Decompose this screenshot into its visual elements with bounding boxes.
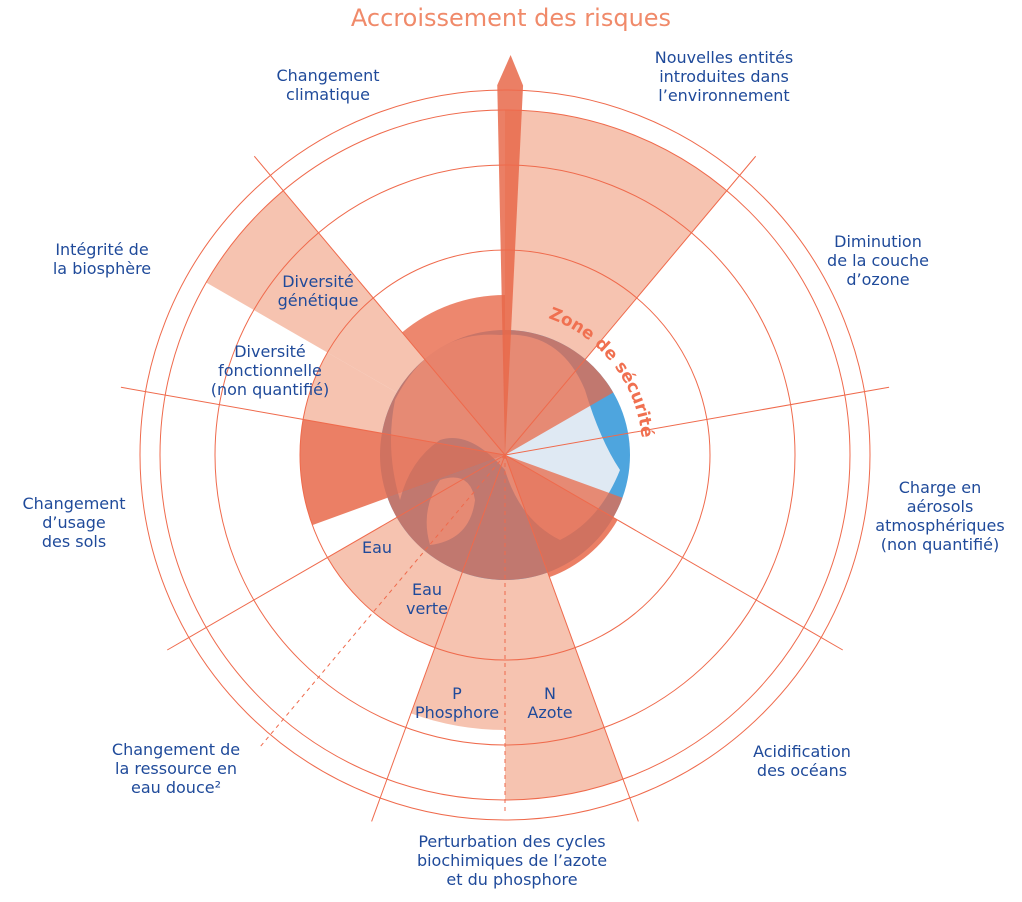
boundary-label: Intégrité de la biosphère [53,240,151,278]
boundary-label: Charge en aérosols atmosphériques (non quan… [875,478,1004,554]
label-line: Eau [411,580,443,599]
wedge [505,455,618,578]
label-line: Diminution [834,232,922,251]
sub-label: P Phosphore [415,684,499,722]
label-line: (non quantifié) [880,535,1000,554]
label-line: Acidification [753,742,851,761]
boundary-label: Nouvelles entités introduites dans l’envir… [655,48,794,105]
label-line: Charge en [898,478,982,497]
sub-label: Diversité fonctionnelle (non quantifié) [211,342,330,399]
boundary-label: Diminution de la couche d’ozone [827,232,929,289]
label-line: génétique [277,291,359,310]
sub-label: N Azote [527,684,572,722]
label-line: Intégrité de [55,240,149,259]
label-line: Changement de [111,740,241,759]
label-line: eau douce² [130,778,221,797]
label-line: (non quantifié) [210,380,330,399]
label-line: l’environnement [658,86,790,105]
wedge [387,455,548,580]
wedge [381,359,505,455]
label-line: d’ozone [846,270,910,289]
sub-label: Eau [362,538,392,557]
wedge [505,455,623,518]
label-line: N [544,684,556,703]
label-line: biochimiques de l’azote [416,851,608,870]
wedge [300,419,505,526]
boundary-label: Acidification des océans [753,742,851,780]
sector-line [504,454,843,651]
label-line: des océans [756,761,848,780]
sub-label: Diversité génétique [278,272,359,310]
sub-label: Eau verte [406,580,448,618]
boundary-label: Changement climatique [276,66,379,104]
label-line: aérosols [906,497,974,516]
label-line: la biosphère [52,259,152,278]
risk-arrow [497,55,524,455]
label-line: atmosphériques [875,516,1005,535]
sector-line [504,155,757,456]
label-line: la ressource en [115,759,237,778]
sector-line [253,155,506,456]
sector-line [504,386,890,456]
label-line: Azote [527,703,573,722]
wedge [505,330,614,455]
boundary-label: Changement d’usage des sols [22,494,125,551]
label-line: verte [405,599,449,618]
label-line: fonctionnelle [218,361,322,380]
title: Accroissement des risques [350,4,672,32]
sector-line [167,454,506,651]
label-line: P [452,684,462,703]
boundary-label: Changement de la ressource en eau douce² [112,740,240,797]
label-line: Nouvelles entités [654,48,794,67]
label-line: d’usage [42,513,106,532]
sector-line [120,386,506,456]
wedge [402,295,505,455]
label-line: et du phosphore [446,870,578,889]
sector-line [371,454,506,822]
ring [139,89,871,821]
label-line: Eau [361,538,393,557]
label-line: de la couche [827,251,929,270]
label-line: Diversité [282,272,354,291]
label-line: climatique [286,85,370,104]
label-line: Changement [22,494,126,513]
label-line: des sols [41,532,107,551]
label-line: Perturbation des cycles [418,832,606,851]
label-line: introduites dans [659,67,789,86]
label-line: Diversité [234,342,306,361]
ring [299,249,711,661]
sector-line [504,454,639,822]
label-line: Changement [276,66,380,85]
boundary-label: Perturbation des cycles biochimiques de l… [417,832,607,889]
label-line: Phosphore [414,703,500,722]
